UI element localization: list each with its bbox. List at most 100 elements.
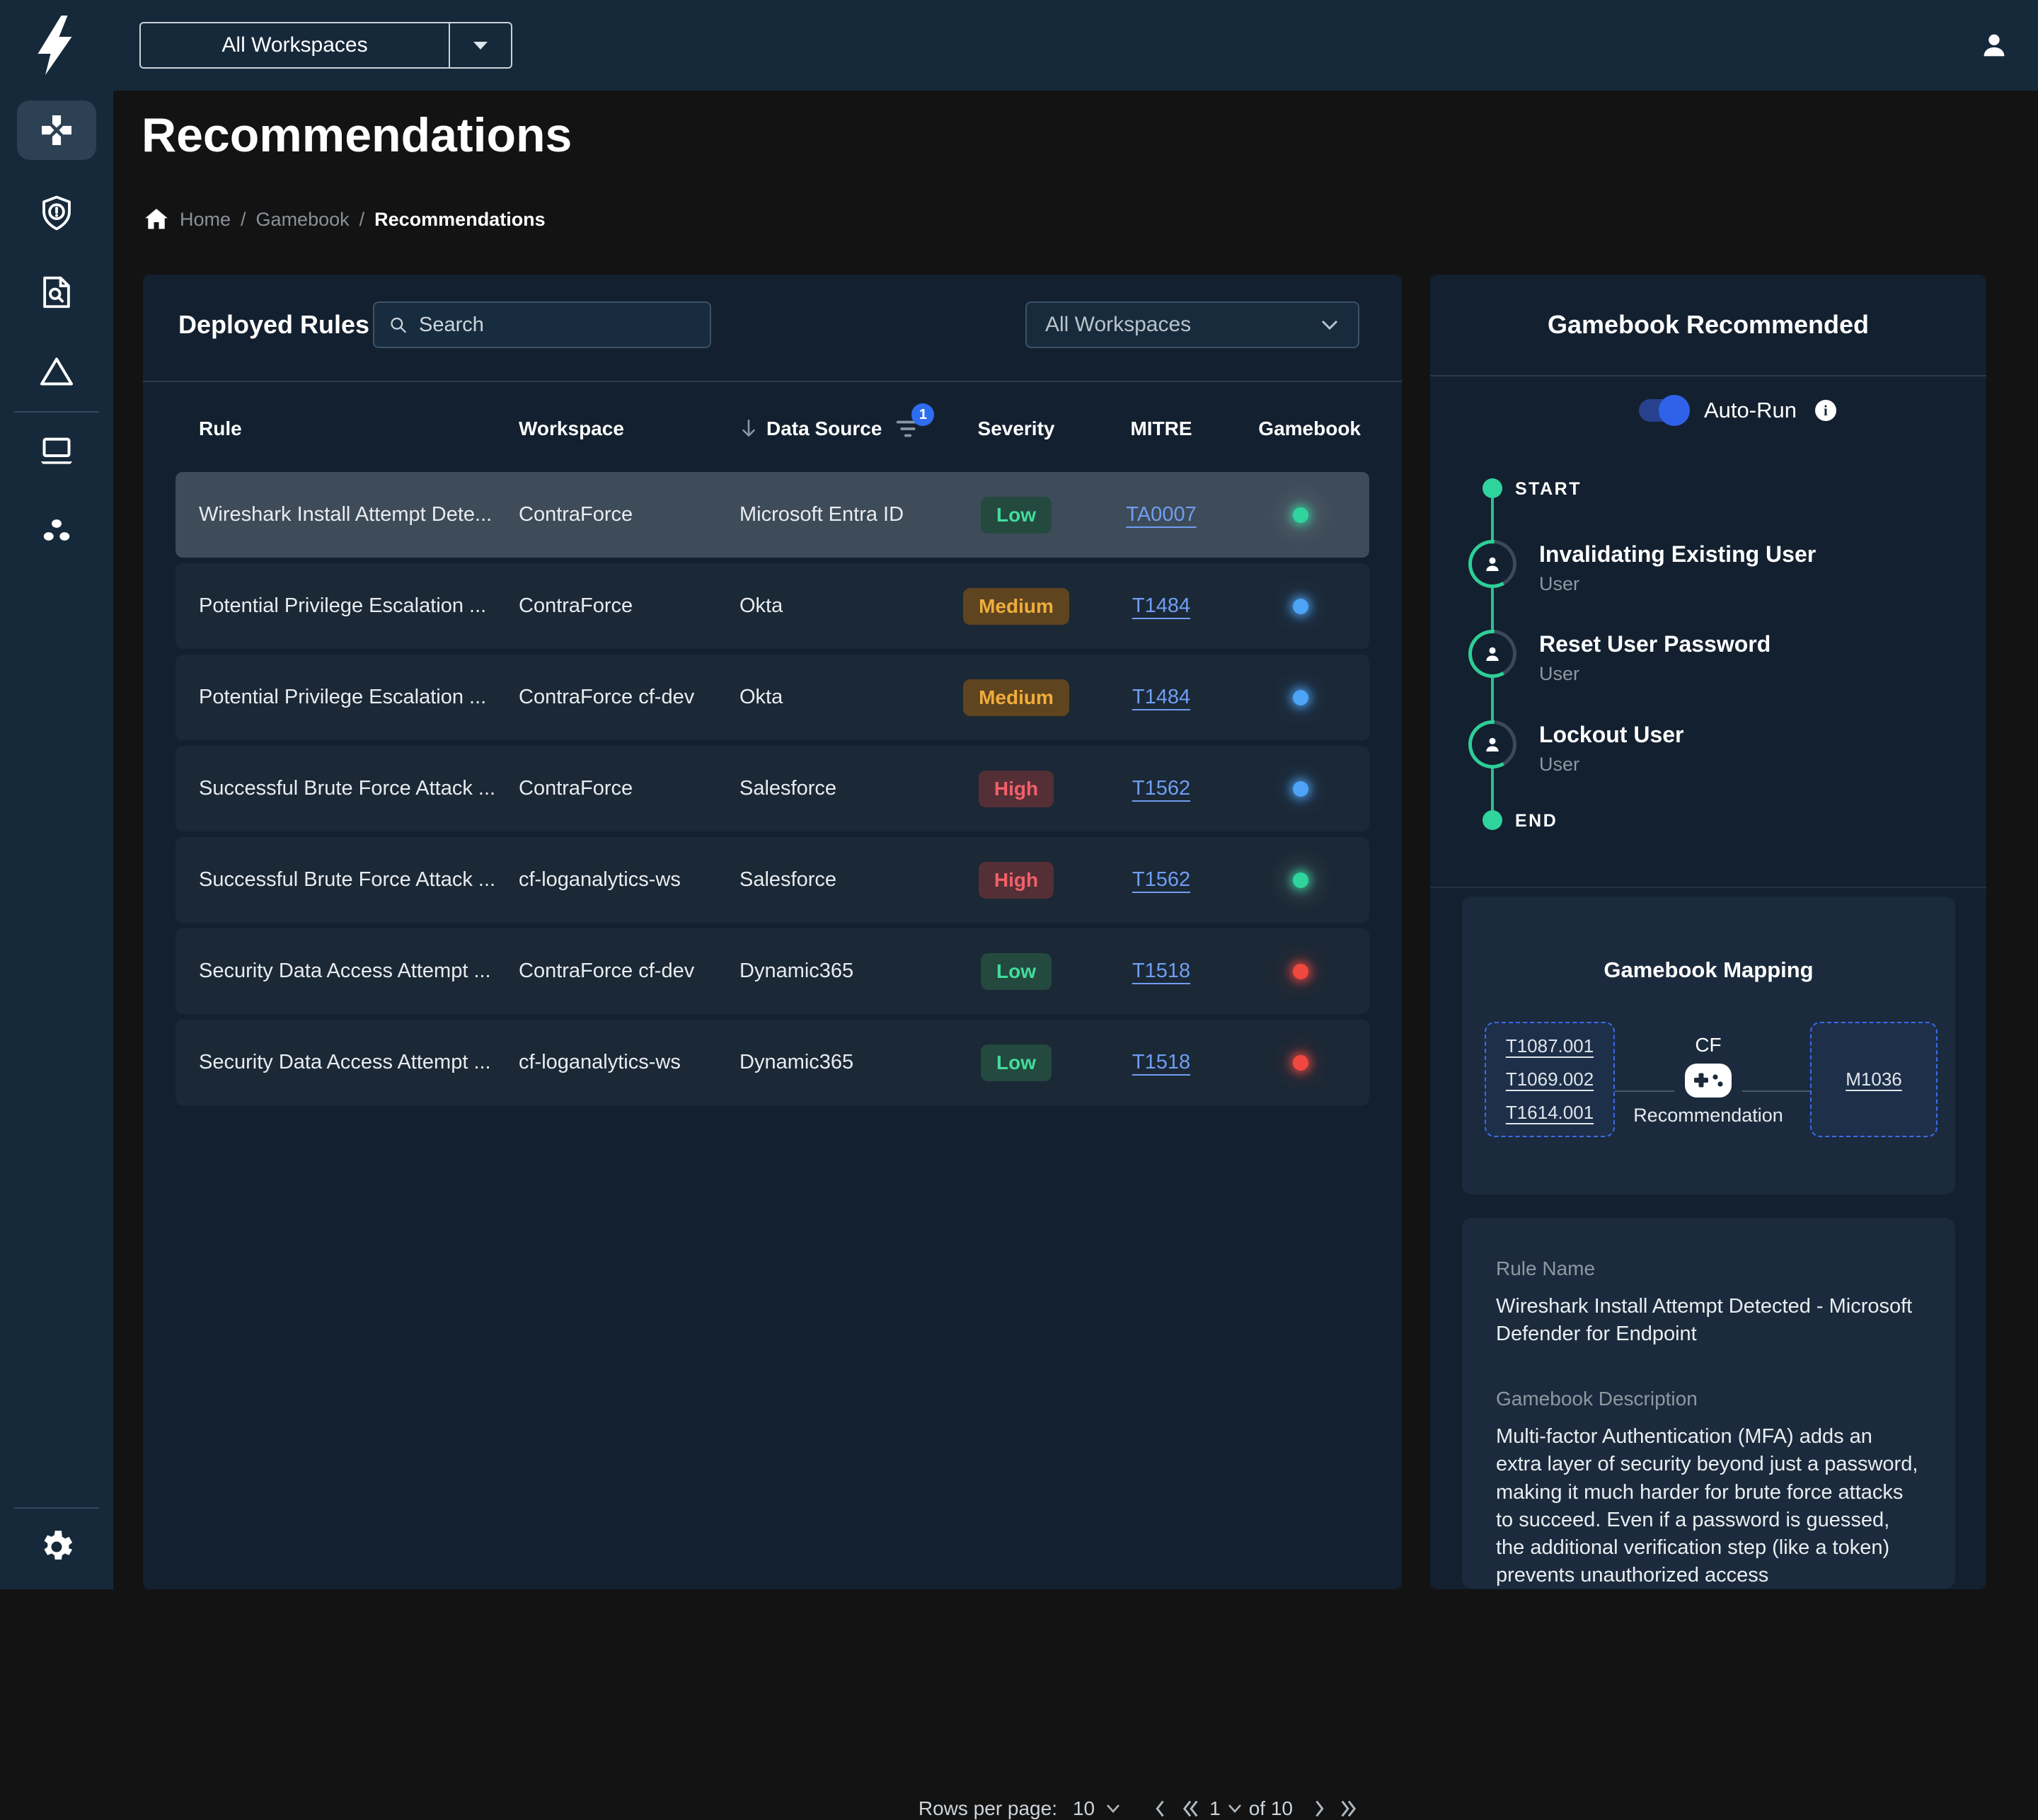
rule-cell: Security Data Access Attempt ... xyxy=(199,1051,491,1073)
sidebar xyxy=(0,0,113,1589)
technique-link[interactable]: T1069.002 xyxy=(1505,1069,1594,1090)
column-header-rule[interactable]: Rule xyxy=(199,417,242,439)
gamebook-step[interactable]: Reset User Password User xyxy=(1468,630,1771,685)
table-row[interactable]: Wireshark Install Attempt Dete... Contra… xyxy=(175,472,1369,558)
info-icon[interactable]: i xyxy=(1814,400,1836,421)
techniques-box: T1087.001 T1069.002 T1614.001 xyxy=(1485,1022,1615,1137)
mitre-link[interactable]: T1518 xyxy=(1132,1051,1191,1073)
technique-link[interactable]: T1087.001 xyxy=(1505,1035,1594,1056)
mitre-link[interactable]: TA0007 xyxy=(1126,503,1197,526)
panel-divider xyxy=(143,381,1402,382)
datasource-cell: Dynamic365 xyxy=(739,1051,854,1073)
double-chevron-left-icon xyxy=(1183,1800,1198,1817)
datasource-cell: Salesforce xyxy=(739,868,837,891)
cluster-icon xyxy=(43,519,70,541)
rule-cell: Security Data Access Attempt ... xyxy=(199,960,491,982)
datasource-cell: Dynamic365 xyxy=(739,960,854,982)
table-row[interactable]: Successful Brute Force Attack ... cf-log… xyxy=(175,837,1369,923)
sidebar-item-security-alerts[interactable] xyxy=(0,178,113,248)
sidebar-item-endpoints[interactable] xyxy=(0,415,113,486)
chevron-down-icon[interactable] xyxy=(1105,1803,1122,1814)
breadcrumb-current: Recommendations xyxy=(374,208,546,230)
mapping-connector xyxy=(1615,1090,1674,1092)
user-menu-button[interactable] xyxy=(1976,27,2013,64)
timeline-end-label: END xyxy=(1515,811,1558,831)
mitre-link[interactable]: T1562 xyxy=(1132,868,1191,891)
breadcrumb-home[interactable]: Home xyxy=(180,208,231,230)
table-row[interactable]: Security Data Access Attempt ... cf-loga… xyxy=(175,1020,1369,1105)
sidebar-divider xyxy=(14,411,99,413)
step-avatar xyxy=(1468,540,1516,588)
filter-count-badge: 1 xyxy=(911,403,935,426)
gamebook-step[interactable]: Lockout User User xyxy=(1468,720,1683,776)
cf-label: CF xyxy=(1695,1034,1722,1056)
current-page-value[interactable]: 1 xyxy=(1209,1797,1221,1819)
datasource-cell: Okta xyxy=(739,686,783,708)
datasource-cell: Salesforce xyxy=(739,777,837,800)
rule-cell: Successful Brute Force Attack ... xyxy=(199,868,496,891)
workspace-filter-value: All Workspaces xyxy=(1045,313,1192,336)
table-row[interactable]: Security Data Access Attempt ... ContraF… xyxy=(175,928,1369,1014)
workspace-filter-select[interactable]: All Workspaces xyxy=(1025,301,1359,348)
mitre-link[interactable]: T1484 xyxy=(1132,594,1191,617)
workspace-selector-button[interactable]: All Workspaces xyxy=(139,22,512,69)
gamebook-step[interactable]: Invalidating Existing User User xyxy=(1468,540,1816,595)
sidebar-item-gamebook[interactable] xyxy=(17,100,96,160)
column-header-workspace[interactable]: Workspace xyxy=(519,417,624,439)
workspace-cell: ContraForce xyxy=(519,777,633,800)
column-header-severity[interactable]: Severity xyxy=(977,417,1055,439)
gamepad-recommendation-icon xyxy=(1685,1064,1732,1098)
user-icon xyxy=(1984,34,2005,57)
deployed-rules-panel: Deployed Rules All Workspaces Rule Works… xyxy=(143,275,1402,1819)
page-total-label: of 10 xyxy=(1248,1797,1293,1819)
sidebar-bottom-divider xyxy=(14,1507,99,1509)
document-search-icon xyxy=(43,276,70,309)
column-header-gamebook[interactable]: Gamebook xyxy=(1258,417,1361,439)
sidebar-item-groups[interactable] xyxy=(0,495,113,565)
table-row[interactable]: Successful Brute Force Attack ... Contra… xyxy=(175,746,1369,831)
triangle-icon xyxy=(40,357,73,386)
column-header-mitre[interactable]: MITRE xyxy=(1130,417,1192,439)
person-icon xyxy=(1486,647,1499,661)
first-page-button[interactable] xyxy=(1177,1799,1204,1819)
gamebook-status-dot xyxy=(1293,1054,1308,1071)
table-row[interactable]: Potential Privilege Escalation ... Contr… xyxy=(175,655,1369,740)
technique-link[interactable]: T1614.001 xyxy=(1505,1102,1594,1123)
sidebar-item-settings[interactable] xyxy=(0,1511,113,1582)
column-header-datasource[interactable]: Data Source 1 xyxy=(739,403,945,440)
step-avatar xyxy=(1468,630,1516,678)
step-subtitle: User xyxy=(1539,573,1580,594)
severity-badge: Low xyxy=(981,952,1052,990)
gamebook-status-dot xyxy=(1293,872,1308,888)
sidebar-item-alerts[interactable] xyxy=(0,336,113,407)
person-icon xyxy=(1486,557,1499,571)
mitre-link[interactable]: T1518 xyxy=(1132,960,1191,982)
home-icon[interactable] xyxy=(143,206,170,233)
person-icon xyxy=(1486,737,1499,751)
mitre-link[interactable]: T1562 xyxy=(1132,777,1191,800)
gamebook-mapping-card: Gamebook Mapping T1087.001 T1069.002 T1614… xyxy=(1462,897,1955,1194)
mitre-link[interactable]: T1484 xyxy=(1132,686,1191,708)
panel-divider xyxy=(1430,887,1986,888)
auto-run-toggle[interactable] xyxy=(1639,395,1690,426)
chevron-right-icon xyxy=(1316,1800,1324,1817)
sidebar-item-investigation[interactable] xyxy=(0,257,113,328)
rows-per-page-value[interactable]: 10 xyxy=(1072,1797,1095,1819)
gamepad-icon xyxy=(42,115,71,145)
gamebook-status-dot xyxy=(1293,507,1308,523)
table-row[interactable]: Potential Privilege Escalation ... Contr… xyxy=(175,563,1369,649)
breadcrumb-gamebook[interactable]: Gamebook xyxy=(255,208,350,230)
datasource-cell: Microsoft Entra ID xyxy=(739,503,904,526)
last-page-button[interactable] xyxy=(1335,1799,1362,1819)
next-page-button[interactable] xyxy=(1308,1799,1330,1819)
workspace-selector-arrow[interactable] xyxy=(449,23,511,67)
timeline-start-dot xyxy=(1483,478,1502,498)
search-input[interactable] xyxy=(419,313,696,337)
search-box[interactable] xyxy=(373,301,711,348)
chevron-down-icon[interactable] xyxy=(1226,1803,1243,1814)
step-title: Invalidating Existing User xyxy=(1539,541,1817,567)
mitigation-link[interactable]: M1036 xyxy=(1846,1069,1902,1090)
contraforce-logo-icon[interactable] xyxy=(30,11,86,79)
workspace-selector-label: All Workspaces xyxy=(221,33,368,57)
prev-page-button[interactable] xyxy=(1150,1799,1171,1819)
